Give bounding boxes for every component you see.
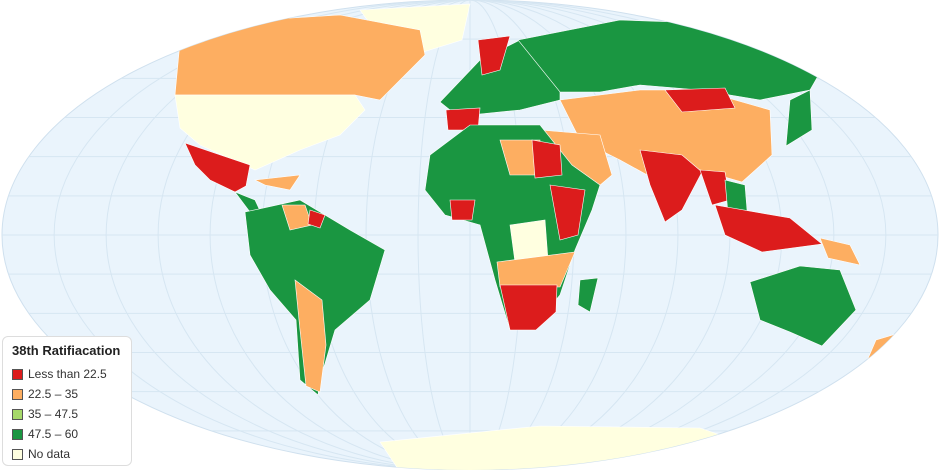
- country-region[interactable]: [714, 204, 823, 253]
- country-region[interactable]: [253, 174, 301, 191]
- country-region[interactable]: [785, 89, 813, 147]
- legend-label: No data: [28, 447, 71, 461]
- country-region[interactable]: [749, 265, 857, 347]
- legend-item[interactable]: 22.5 – 35: [9, 384, 125, 404]
- legend-item[interactable]: No data: [9, 444, 125, 464]
- legend-label: 47.5 – 60: [28, 427, 79, 441]
- country-region[interactable]: [174, 94, 366, 171]
- country-region[interactable]: [449, 199, 476, 221]
- legend-swatch: [12, 428, 23, 440]
- country-region[interactable]: [639, 149, 703, 223]
- legend: 38th Ratifiacation Less than 22.5 22.5 – …: [2, 336, 132, 466]
- legend-swatch: [12, 408, 23, 420]
- country-region[interactable]: [477, 35, 511, 76]
- country-region[interactable]: [577, 277, 599, 313]
- legend-item[interactable]: 47.5 – 60: [9, 424, 125, 444]
- legend-swatch: [12, 368, 23, 380]
- country-region[interactable]: [499, 284, 558, 331]
- country-region[interactable]: [819, 237, 861, 266]
- legend-label: 35 – 47.5: [28, 407, 79, 421]
- legend-swatch: [12, 388, 23, 400]
- country-region[interactable]: [174, 14, 426, 101]
- country-region[interactable]: [531, 139, 563, 179]
- legend-swatch: [12, 448, 23, 460]
- legend-label: Less than 22.5: [28, 367, 107, 381]
- legend-title: 38th Ratifiacation: [12, 343, 121, 358]
- country-region[interactable]: [294, 279, 327, 393]
- country-region[interactable]: [496, 251, 576, 288]
- country-region[interactable]: [509, 219, 549, 263]
- country-region[interactable]: [549, 184, 586, 241]
- country-region[interactable]: [664, 87, 736, 113]
- legend-item[interactable]: Less than 22.5: [9, 364, 125, 384]
- legend-label: 22.5 – 35: [28, 387, 79, 401]
- legend-item[interactable]: 35 – 47.5: [9, 404, 125, 424]
- country-region[interactable]: [307, 209, 326, 229]
